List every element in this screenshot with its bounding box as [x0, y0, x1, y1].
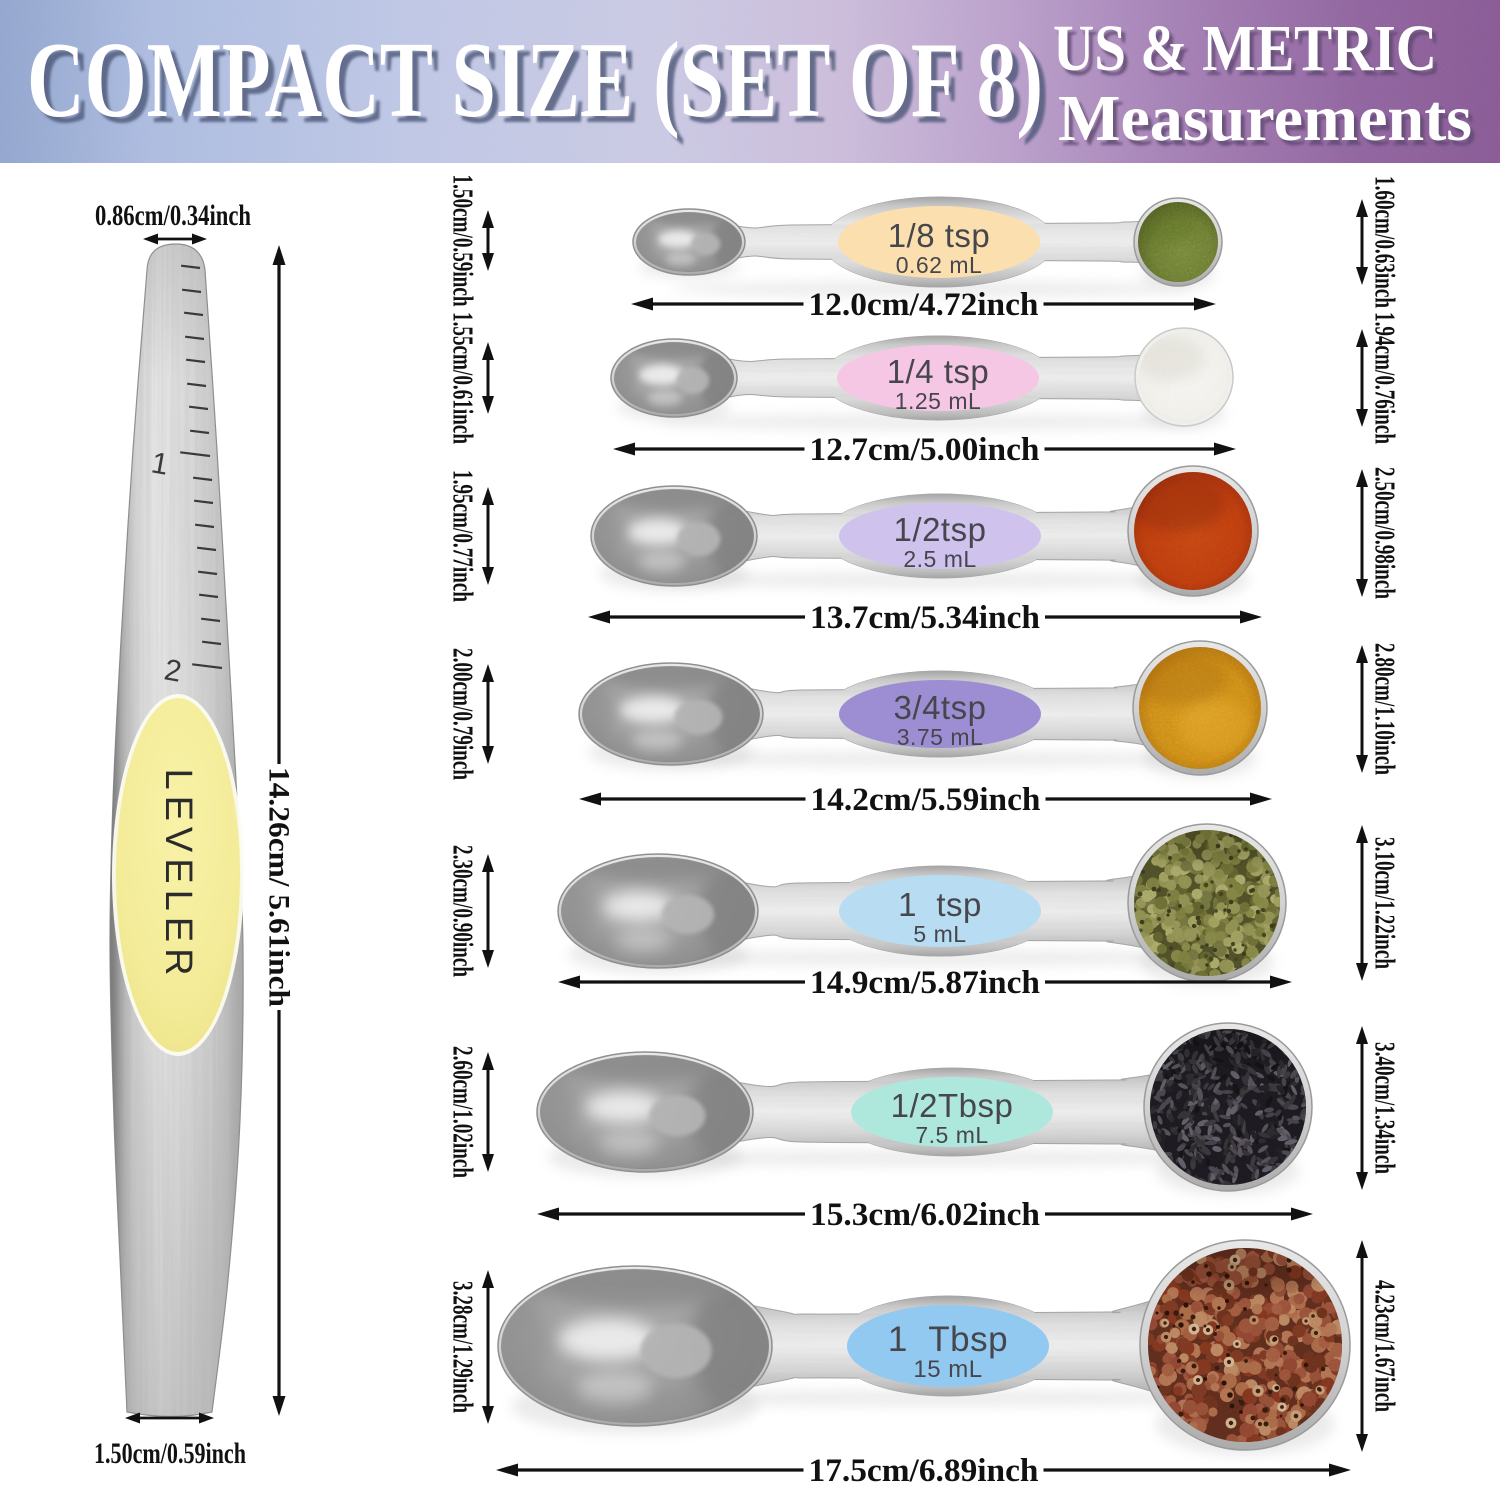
svg-text:Measurements: Measurements: [1062, 87, 1476, 160]
svg-text:Measurements: Measurements: [1058, 82, 1472, 155]
svg-text:3/4tsp: 3/4tsp: [894, 689, 987, 726]
svg-text:3.40cm/1.34inch: 3.40cm/1.34inch: [1369, 1042, 1400, 1174]
svg-text:COMPACT SIZE (SET OF 8): COMPACT SIZE (SET OF 8): [27, 21, 1043, 140]
svg-text:1/8 tsp: 1/8 tsp: [888, 217, 991, 254]
svg-text:1/2Tbsp: 1/2Tbsp: [891, 1087, 1014, 1124]
svg-text:17.5cm/6.89inch: 17.5cm/6.89inch: [809, 1453, 1039, 1489]
svg-text:2.00cm/0.79inch: 2.00cm/0.79inch: [447, 648, 478, 780]
svg-text:7.5 mL: 7.5 mL: [915, 1122, 988, 1148]
svg-text:1.95cm/0.77inch: 1.95cm/0.77inch: [447, 470, 478, 602]
svg-text:4.23cm/1.67inch: 4.23cm/1.67inch: [1369, 1280, 1400, 1412]
svg-text:0.86cm/0.34inch: 0.86cm/0.34inch: [95, 199, 251, 232]
svg-text:1.55cm/0.61inch: 1.55cm/0.61inch: [447, 312, 478, 444]
svg-text:14.9cm/5.87inch: 14.9cm/5.87inch: [810, 965, 1040, 1001]
svg-text:15.3cm/6.02inch: 15.3cm/6.02inch: [810, 1197, 1040, 1233]
svg-text:15 mL: 15 mL: [913, 1356, 982, 1383]
svg-text:1/4 tsp: 1/4 tsp: [887, 353, 990, 390]
svg-text:12.7cm/5.00inch: 12.7cm/5.00inch: [810, 432, 1040, 468]
svg-text:1.50cm/0.59inch: 1.50cm/0.59inch: [447, 175, 478, 307]
svg-text:2.30cm/0.90inch: 2.30cm/0.90inch: [447, 845, 478, 977]
svg-text:3.28cm/1.29inch: 3.28cm/1.29inch: [447, 1281, 478, 1413]
svg-text:2.5 mL: 2.5 mL: [903, 546, 976, 572]
svg-text:0.62 mL: 0.62 mL: [896, 252, 983, 278]
svg-text:LEVELER: LEVELER: [157, 768, 199, 981]
svg-text:14.2cm/5.59inch: 14.2cm/5.59inch: [811, 782, 1041, 818]
svg-text:2: 2: [162, 653, 184, 688]
svg-text:1/2tsp: 1/2tsp: [894, 511, 987, 548]
svg-text:1 Tbsp: 1 Tbsp: [888, 1320, 1008, 1359]
svg-text:US & METRIC: US & METRIC: [1053, 12, 1437, 85]
svg-text:COMPACT SIZE (SET OF 8): COMPACT SIZE (SET OF 8): [33, 27, 1049, 146]
svg-text:1 tsp: 1 tsp: [898, 886, 982, 923]
svg-text:1.60cm/0.63inch: 1.60cm/0.63inch: [1369, 176, 1400, 308]
svg-text:1.94cm/0.76inch: 1.94cm/0.76inch: [1369, 312, 1400, 444]
svg-text:13.7cm/5.34inch: 13.7cm/5.34inch: [810, 600, 1040, 636]
svg-text:3.75 mL: 3.75 mL: [897, 724, 984, 750]
svg-text:14.26cm/ 5.61inch: 14.26cm/ 5.61inch: [263, 767, 296, 1007]
svg-text:1.25 mL: 1.25 mL: [895, 388, 982, 414]
svg-text:2.50cm/0.98inch: 2.50cm/0.98inch: [1369, 467, 1400, 599]
svg-text:US & METRIC: US & METRIC: [1057, 17, 1441, 90]
svg-text:1.50cm/0.59inch: 1.50cm/0.59inch: [94, 1437, 246, 1470]
svg-text:2.60cm/1.02inch: 2.60cm/1.02inch: [447, 1046, 478, 1178]
svg-text:1: 1: [149, 446, 171, 481]
svg-text:5 mL: 5 mL: [913, 921, 966, 947]
svg-text:3.10cm/1.22inch: 3.10cm/1.22inch: [1369, 837, 1400, 969]
svg-text:2.80cm/1.10inch: 2.80cm/1.10inch: [1369, 643, 1400, 775]
svg-text:12.0cm/4.72inch: 12.0cm/4.72inch: [809, 287, 1039, 323]
